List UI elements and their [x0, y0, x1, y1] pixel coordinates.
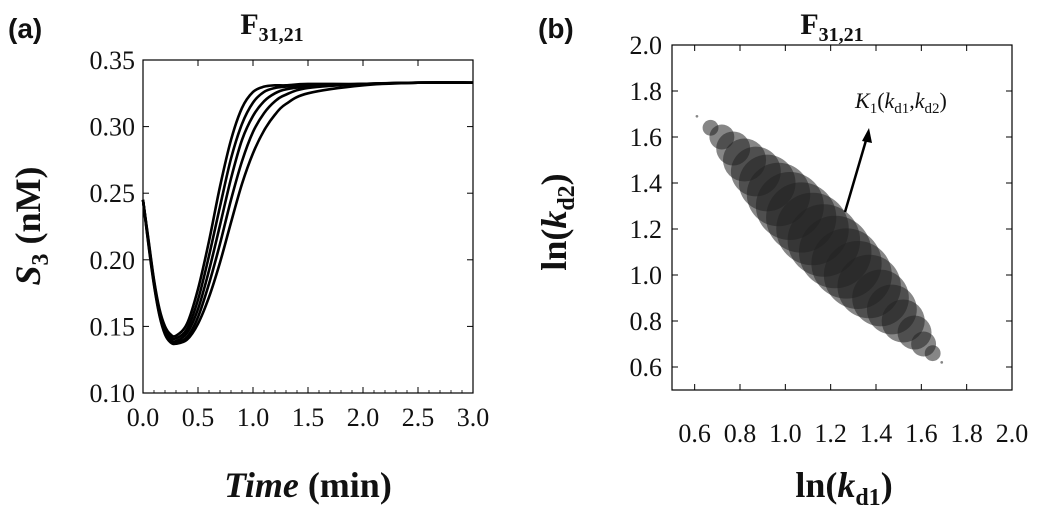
- panel-a-ytick-label: 0.10: [90, 379, 136, 408]
- panel-a-ticks: 0.0 0.5 1.0 1.5 2.0 2.5 3.0 0.10 0.15 0.20 0.25 0.3…: [90, 46, 490, 432]
- panel-b-xtick-label: 0.6: [678, 419, 711, 448]
- panel-b-xlabel-main: ln(: [795, 465, 837, 505]
- panel-a-series-line-2: [141, 81, 474, 341]
- annotation-K: K: [854, 88, 871, 113]
- panel-a-xtick-label: 2.5: [402, 403, 435, 432]
- panel-b-title-main: F: [800, 8, 818, 41]
- panel-b-ylabel-sub: d2: [554, 185, 580, 210]
- panel-b-title: F31,21: [800, 8, 863, 46]
- panel-a-ytick-label: 0.35: [90, 46, 136, 75]
- panel-b-xtick-label: 1.2: [814, 419, 847, 448]
- panel-b-xtick-label: 2.0: [996, 419, 1029, 448]
- panel-b-ylabel-close: ): [534, 173, 574, 185]
- annotation-k1: k: [885, 88, 896, 113]
- panel-a-ylabel-rest: (nM): [8, 166, 48, 253]
- panel-a-series-line-4: [141, 81, 474, 344]
- annotation-comma: ,: [909, 88, 915, 113]
- annotation-open: (: [877, 88, 884, 113]
- panel-b-ytick-label: 2.0: [630, 31, 663, 60]
- panel-a-ylabel: S3 (nM): [8, 166, 54, 285]
- panel-b-xtick-label: 1.8: [950, 419, 983, 448]
- panel-b-ticks: 0.6 0.8 1.0 1.2 1.4 1.6 1.8 2.0 0.6 0.8 1.0 1.2 1.4 1…: [630, 31, 1029, 448]
- panel-a-xlabel-italic: Time: [224, 465, 299, 505]
- panel-b-point: [695, 114, 699, 118]
- panel-a-xtick-label: 0.0: [127, 403, 160, 432]
- panel-a-xlabel: Time (min): [224, 465, 392, 505]
- panel-b-ylabel-main: ln(: [534, 229, 574, 271]
- panel-b-ytick-label: 1.8: [630, 77, 663, 106]
- panel-b-xtick-label: 1.6: [905, 419, 938, 448]
- panel-b-xtick-label: 1.4: [860, 419, 893, 448]
- panel-a-xtick-label: 1.0: [237, 403, 270, 432]
- panel-a: (a) F31,21 0.0 0.5 1.0 1.5 2.0 2.5 3.0 0.10 0.15…: [8, 8, 489, 505]
- panel-b-ylabel: ln(kd2): [534, 173, 580, 270]
- panel-b-point: [924, 345, 941, 362]
- annotation-k2: k: [915, 88, 926, 113]
- panel-b-letter: (b): [538, 13, 574, 44]
- panel-b-ytick-label: 1.2: [630, 215, 663, 244]
- panel-b-xlabel: ln(kd1): [795, 465, 892, 510]
- panel-a-ytick-label: 0.30: [90, 113, 136, 142]
- panel-b-xtick-label: 0.8: [724, 419, 757, 448]
- annotation-close: ): [940, 88, 947, 113]
- annotation-arrow-head: [862, 128, 872, 143]
- panel-b-plot-frame: [671, 44, 1013, 391]
- panel-b-points: [695, 114, 944, 364]
- panel-b-xlabel-italic: k: [837, 465, 855, 505]
- panel-a-series-line-1: [141, 81, 474, 338]
- annotation-label: K1(kd1,kd2): [854, 88, 947, 117]
- annotation-arrow-shaft: [843, 136, 869, 213]
- panel-b: (b) F31,21 0.6 0.8 1.0 1.2 1.4 1.6 1.8 2.00.60.…: [534, 8, 1028, 510]
- panel-a-xtick-label: 3.0: [457, 403, 490, 432]
- panel-a-ytick-label: 0.15: [90, 312, 136, 341]
- panel-b-xlabel-sub: d1: [855, 485, 880, 510]
- panel-a-title-main: F: [240, 8, 258, 41]
- panel-b-xlabel-close: ): [881, 465, 893, 505]
- panel-a-title: F31,21: [240, 8, 303, 46]
- panel-b-ytick-label: 0.8: [630, 307, 663, 336]
- panel-a-ylabel-italic: S: [8, 265, 48, 285]
- annotation-K-sub: 1: [870, 101, 878, 117]
- panel-b-ytick-label: 1.6: [630, 123, 663, 152]
- panel-a-plot-frame: [142, 59, 474, 394]
- annotation-sub-b: d2: [925, 101, 940, 117]
- panel-b-ytick-label: 1.4: [630, 169, 663, 198]
- panel-a-lines: [141, 81, 474, 346]
- panel-a-ytick-label: 0.20: [90, 246, 136, 275]
- panel-b-xtick-label: 1.0: [769, 419, 802, 448]
- panel-a-letter: (a): [8, 13, 42, 44]
- panel-b-point: [940, 361, 944, 364]
- panel-a-xtick-label: 2.0: [347, 403, 380, 432]
- annotation-sub-a: d1: [894, 101, 909, 117]
- panel-b-ylabel-italic: k: [534, 211, 574, 229]
- panel-a-title-sub: 31,21: [259, 24, 304, 46]
- panel-a-xtick-label: 0.5: [182, 403, 215, 432]
- panel-a-xlabel-rest: (min): [299, 465, 392, 505]
- panel-a-ytick-label: 0.25: [90, 179, 136, 208]
- panel-b-ytick-label: 1.0: [630, 261, 663, 290]
- panel-a-ylabel-sub: 3: [28, 253, 54, 265]
- panel-b-ytick-label: 0.6: [630, 353, 663, 382]
- panel-a-series-line-5: [141, 81, 474, 346]
- panel-a-xtick-label: 1.5: [292, 403, 325, 432]
- panel-a-series-line-3: [141, 81, 474, 343]
- panel-b-title-sub: 31,21: [819, 24, 864, 46]
